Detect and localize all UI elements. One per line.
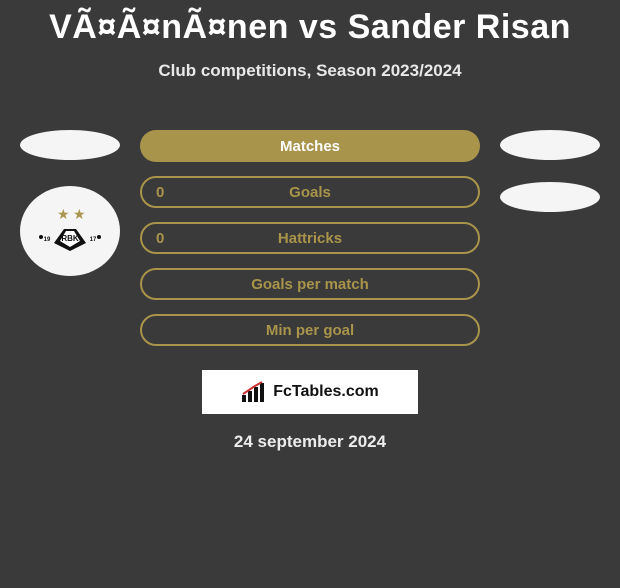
- stat-matches: Matches: [140, 130, 480, 162]
- svg-text:RBK: RBK: [61, 234, 79, 243]
- player-placeholder-left: [20, 130, 120, 160]
- footer-stack: FcTables.com 24 september 2024: [0, 360, 620, 452]
- player-placeholder-right-2: [500, 182, 600, 212]
- date: 24 september 2024: [0, 432, 620, 452]
- player-placeholder-right-1: [500, 130, 600, 160]
- stat-label: Min per goal: [156, 322, 464, 339]
- right-badge-column: [490, 130, 610, 212]
- stat-left-value: 0: [156, 230, 164, 247]
- stat-goals: 0 Goals: [140, 176, 480, 208]
- svg-text:19: 19: [44, 237, 51, 243]
- stat-goals-per-match: Goals per match: [140, 268, 480, 300]
- svg-text:★: ★: [73, 206, 86, 222]
- left-badge-column: RBK 19 17 ★ ★: [10, 130, 130, 276]
- svg-text:17: 17: [90, 237, 97, 243]
- stat-label: Goals per match: [156, 276, 464, 293]
- stat-label: Matches: [154, 138, 466, 155]
- page-title: VÃ¤Ã¤nÃ¤nen vs Sander Risan: [0, 8, 620, 47]
- stat-label: Goals: [156, 184, 464, 201]
- stat-left-value: 0: [156, 184, 164, 201]
- page-subtitle: Club competitions, Season 2023/2024: [0, 61, 620, 81]
- team-badge: RBK 19 17 ★ ★: [20, 186, 120, 276]
- rosenborg-crest-icon: RBK 19 17 ★ ★: [33, 201, 107, 261]
- stat-hattricks: 0 Hattricks: [140, 222, 480, 254]
- stat-min-per-goal: Min per goal: [140, 314, 480, 346]
- stat-label: Hattricks: [156, 230, 464, 247]
- fctables-logo-icon: [241, 381, 267, 403]
- brand-card[interactable]: FcTables.com: [202, 370, 418, 414]
- svg-text:★: ★: [57, 206, 70, 222]
- stat-rows: Matches 0 Goals 0 Hattricks Goals per ma…: [140, 130, 480, 360]
- brand-text: FcTables.com: [273, 383, 379, 401]
